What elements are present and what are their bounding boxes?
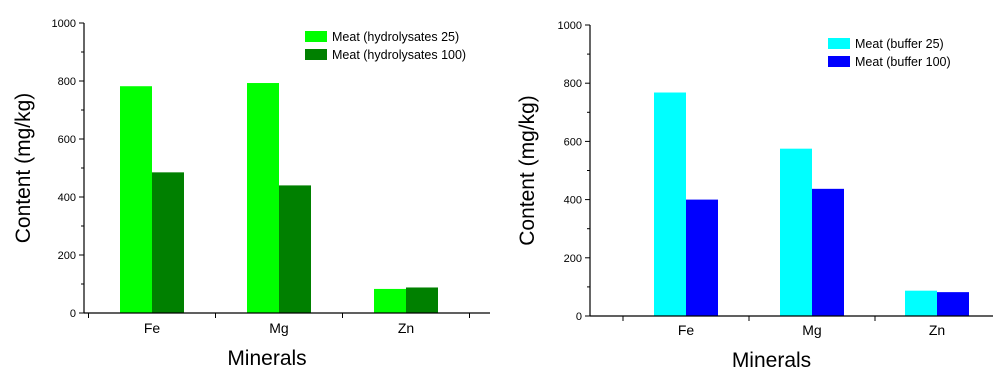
legend-label-1: Meat (buffer 25) bbox=[855, 37, 944, 51]
x-tick-label-fe: Fe bbox=[144, 320, 161, 336]
y-axis-title: Content (mg/kg) bbox=[516, 95, 539, 246]
y-tick-label: 200 bbox=[58, 250, 76, 262]
bar-fe-series-1 bbox=[120, 86, 152, 313]
x-axis-title: Minerals bbox=[227, 347, 306, 370]
y-tick-label: 200 bbox=[564, 253, 582, 265]
x-axis-title: Minerals bbox=[732, 349, 811, 370]
bar-zn-series-1 bbox=[905, 290, 937, 316]
y-tick-label: 600 bbox=[564, 136, 582, 148]
bar-mg-series-2 bbox=[812, 188, 844, 316]
legend-swatch-1 bbox=[305, 31, 327, 42]
bar-mg-series-1 bbox=[247, 83, 279, 313]
legend-label-2: Meat (hydrolysates 100) bbox=[332, 48, 466, 62]
y-tick-label: 0 bbox=[576, 311, 582, 323]
legend-label-2: Meat (buffer 100) bbox=[855, 55, 951, 69]
legend-swatch-2 bbox=[828, 56, 850, 67]
bar-zn-series-2 bbox=[937, 292, 969, 316]
y-axis-title: Content (mg/kg) bbox=[12, 93, 35, 244]
y-tick-label: 1000 bbox=[558, 20, 582, 32]
bar-fe-series-1 bbox=[654, 92, 686, 317]
x-tick-label-fe: Fe bbox=[678, 322, 695, 338]
chart-panel-2: 0 200 400 600 800 1000 Fe Mg Zn Minerals Content (… bbox=[516, 20, 993, 370]
bar-zn-series-2 bbox=[406, 287, 438, 313]
x-tick-label-mg: Mg bbox=[269, 320, 288, 336]
y-tick-label: 800 bbox=[564, 78, 582, 90]
bar-fe-series-2 bbox=[152, 172, 184, 313]
x-tick-label-zn: Zn bbox=[929, 322, 945, 338]
y-tick-label: 0 bbox=[70, 308, 76, 320]
y-tick-label: 600 bbox=[58, 134, 76, 146]
y-tick-label: 1000 bbox=[52, 18, 76, 30]
bar-fe-series-2 bbox=[686, 199, 718, 316]
bar-mg-series-1 bbox=[780, 148, 812, 316]
x-tick-label-zn: Zn bbox=[398, 320, 414, 336]
y-tick-label: 400 bbox=[58, 192, 76, 204]
legend-label-1: Meat (hydrolysates 25) bbox=[332, 30, 459, 44]
legend-swatch-2 bbox=[305, 49, 327, 60]
chart-panel-1: 0 200 400 600 800 1000 Fe Mg Zn Minerals Content (… bbox=[12, 18, 490, 370]
bar-zn-series-1 bbox=[374, 288, 406, 313]
y-tick-label: 800 bbox=[58, 76, 76, 88]
bar-mg-series-2 bbox=[279, 185, 311, 313]
legend-swatch-1 bbox=[828, 38, 850, 49]
x-tick-label-mg: Mg bbox=[802, 322, 821, 338]
y-tick-label: 400 bbox=[564, 195, 582, 207]
